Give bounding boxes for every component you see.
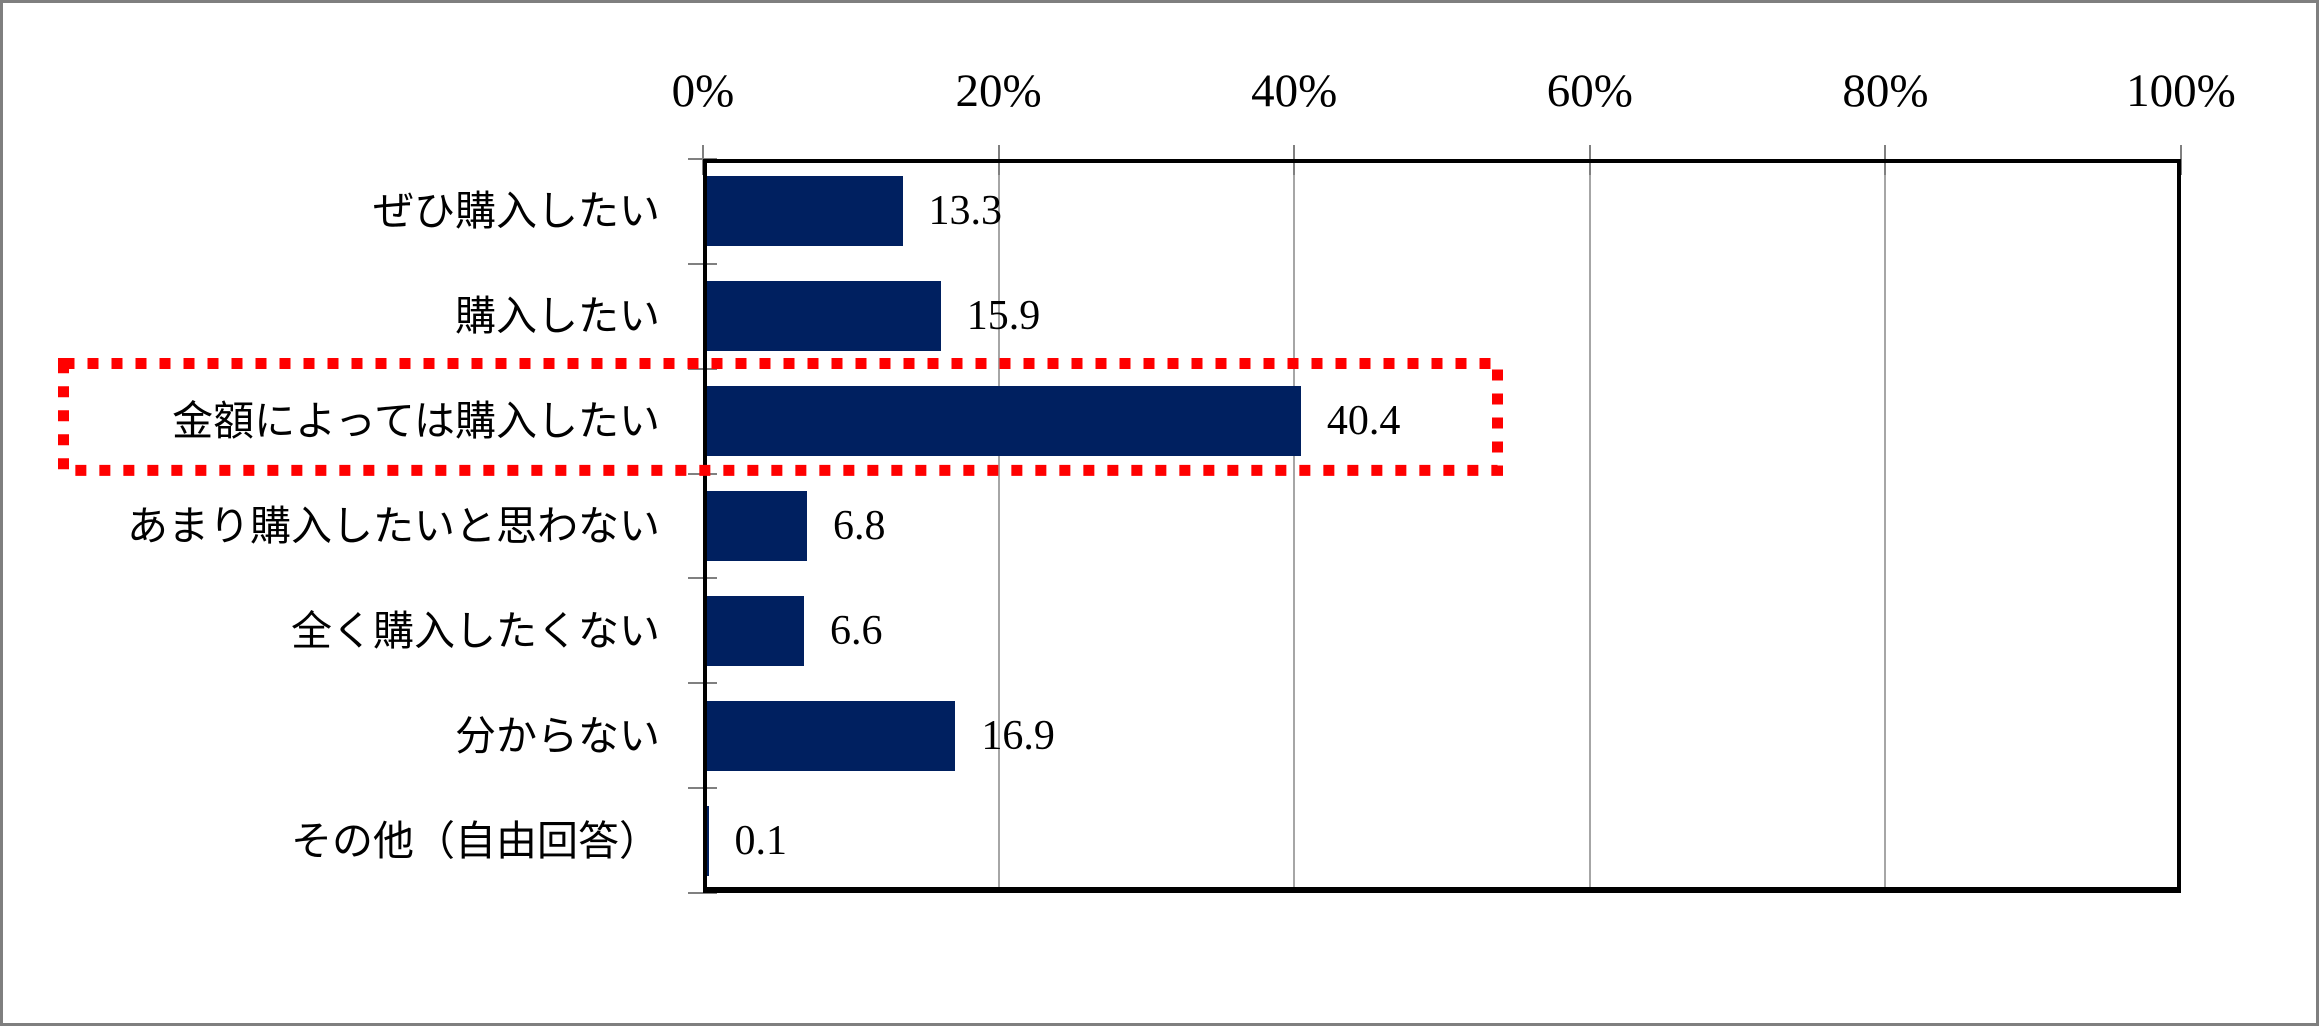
gridline (1884, 163, 1887, 887)
y-axis-tick-mark (688, 577, 717, 580)
y-axis-tick-mark (688, 158, 717, 160)
x-axis-tick-label: 100% (2126, 65, 2236, 117)
category-label: あまり購入したいと思わない (127, 503, 660, 549)
gridline (1588, 163, 1591, 887)
x-axis-tick-label: 60% (1546, 65, 1633, 117)
bar (707, 176, 903, 247)
x-axis-tick-label: 0% (671, 65, 735, 117)
y-axis-tick-mark (688, 682, 717, 685)
bar (707, 595, 805, 666)
category-label: 分からない (455, 712, 660, 759)
x-axis-tick-label: 80% (1842, 65, 1929, 117)
y-axis-tick-mark (688, 787, 717, 790)
y-axis-tick-mark (688, 262, 717, 265)
category-label: 全く購入したくない (291, 607, 660, 654)
value-label: 15.9 (966, 293, 1041, 340)
category-label: 金額によっては購入したい (172, 398, 660, 445)
bar (707, 491, 807, 561)
category-label: ぜひ購入したい (373, 188, 660, 235)
category-label: 購入したい (455, 293, 660, 340)
value-label: 16.9 (981, 712, 1055, 759)
gridline (997, 163, 1000, 887)
y-axis-tick-mark (688, 892, 717, 894)
value-label: 6.6 (830, 607, 883, 654)
bar (707, 700, 956, 771)
value-label: 6.8 (832, 503, 886, 549)
value-label: 0.1 (734, 817, 788, 864)
bar (707, 281, 941, 352)
plot-area-border (703, 159, 2181, 893)
x-axis-tick-mark (2180, 145, 2182, 175)
bar (707, 805, 709, 876)
category-label: その他（自由回答） (291, 817, 660, 864)
value-label: 40.4 (1326, 398, 1401, 445)
x-axis-tick-label: 40% (1251, 65, 1338, 117)
value-label: 13.3 (928, 188, 1003, 235)
x-axis-tick-label: 20% (955, 65, 1042, 117)
gridline (1293, 163, 1296, 887)
